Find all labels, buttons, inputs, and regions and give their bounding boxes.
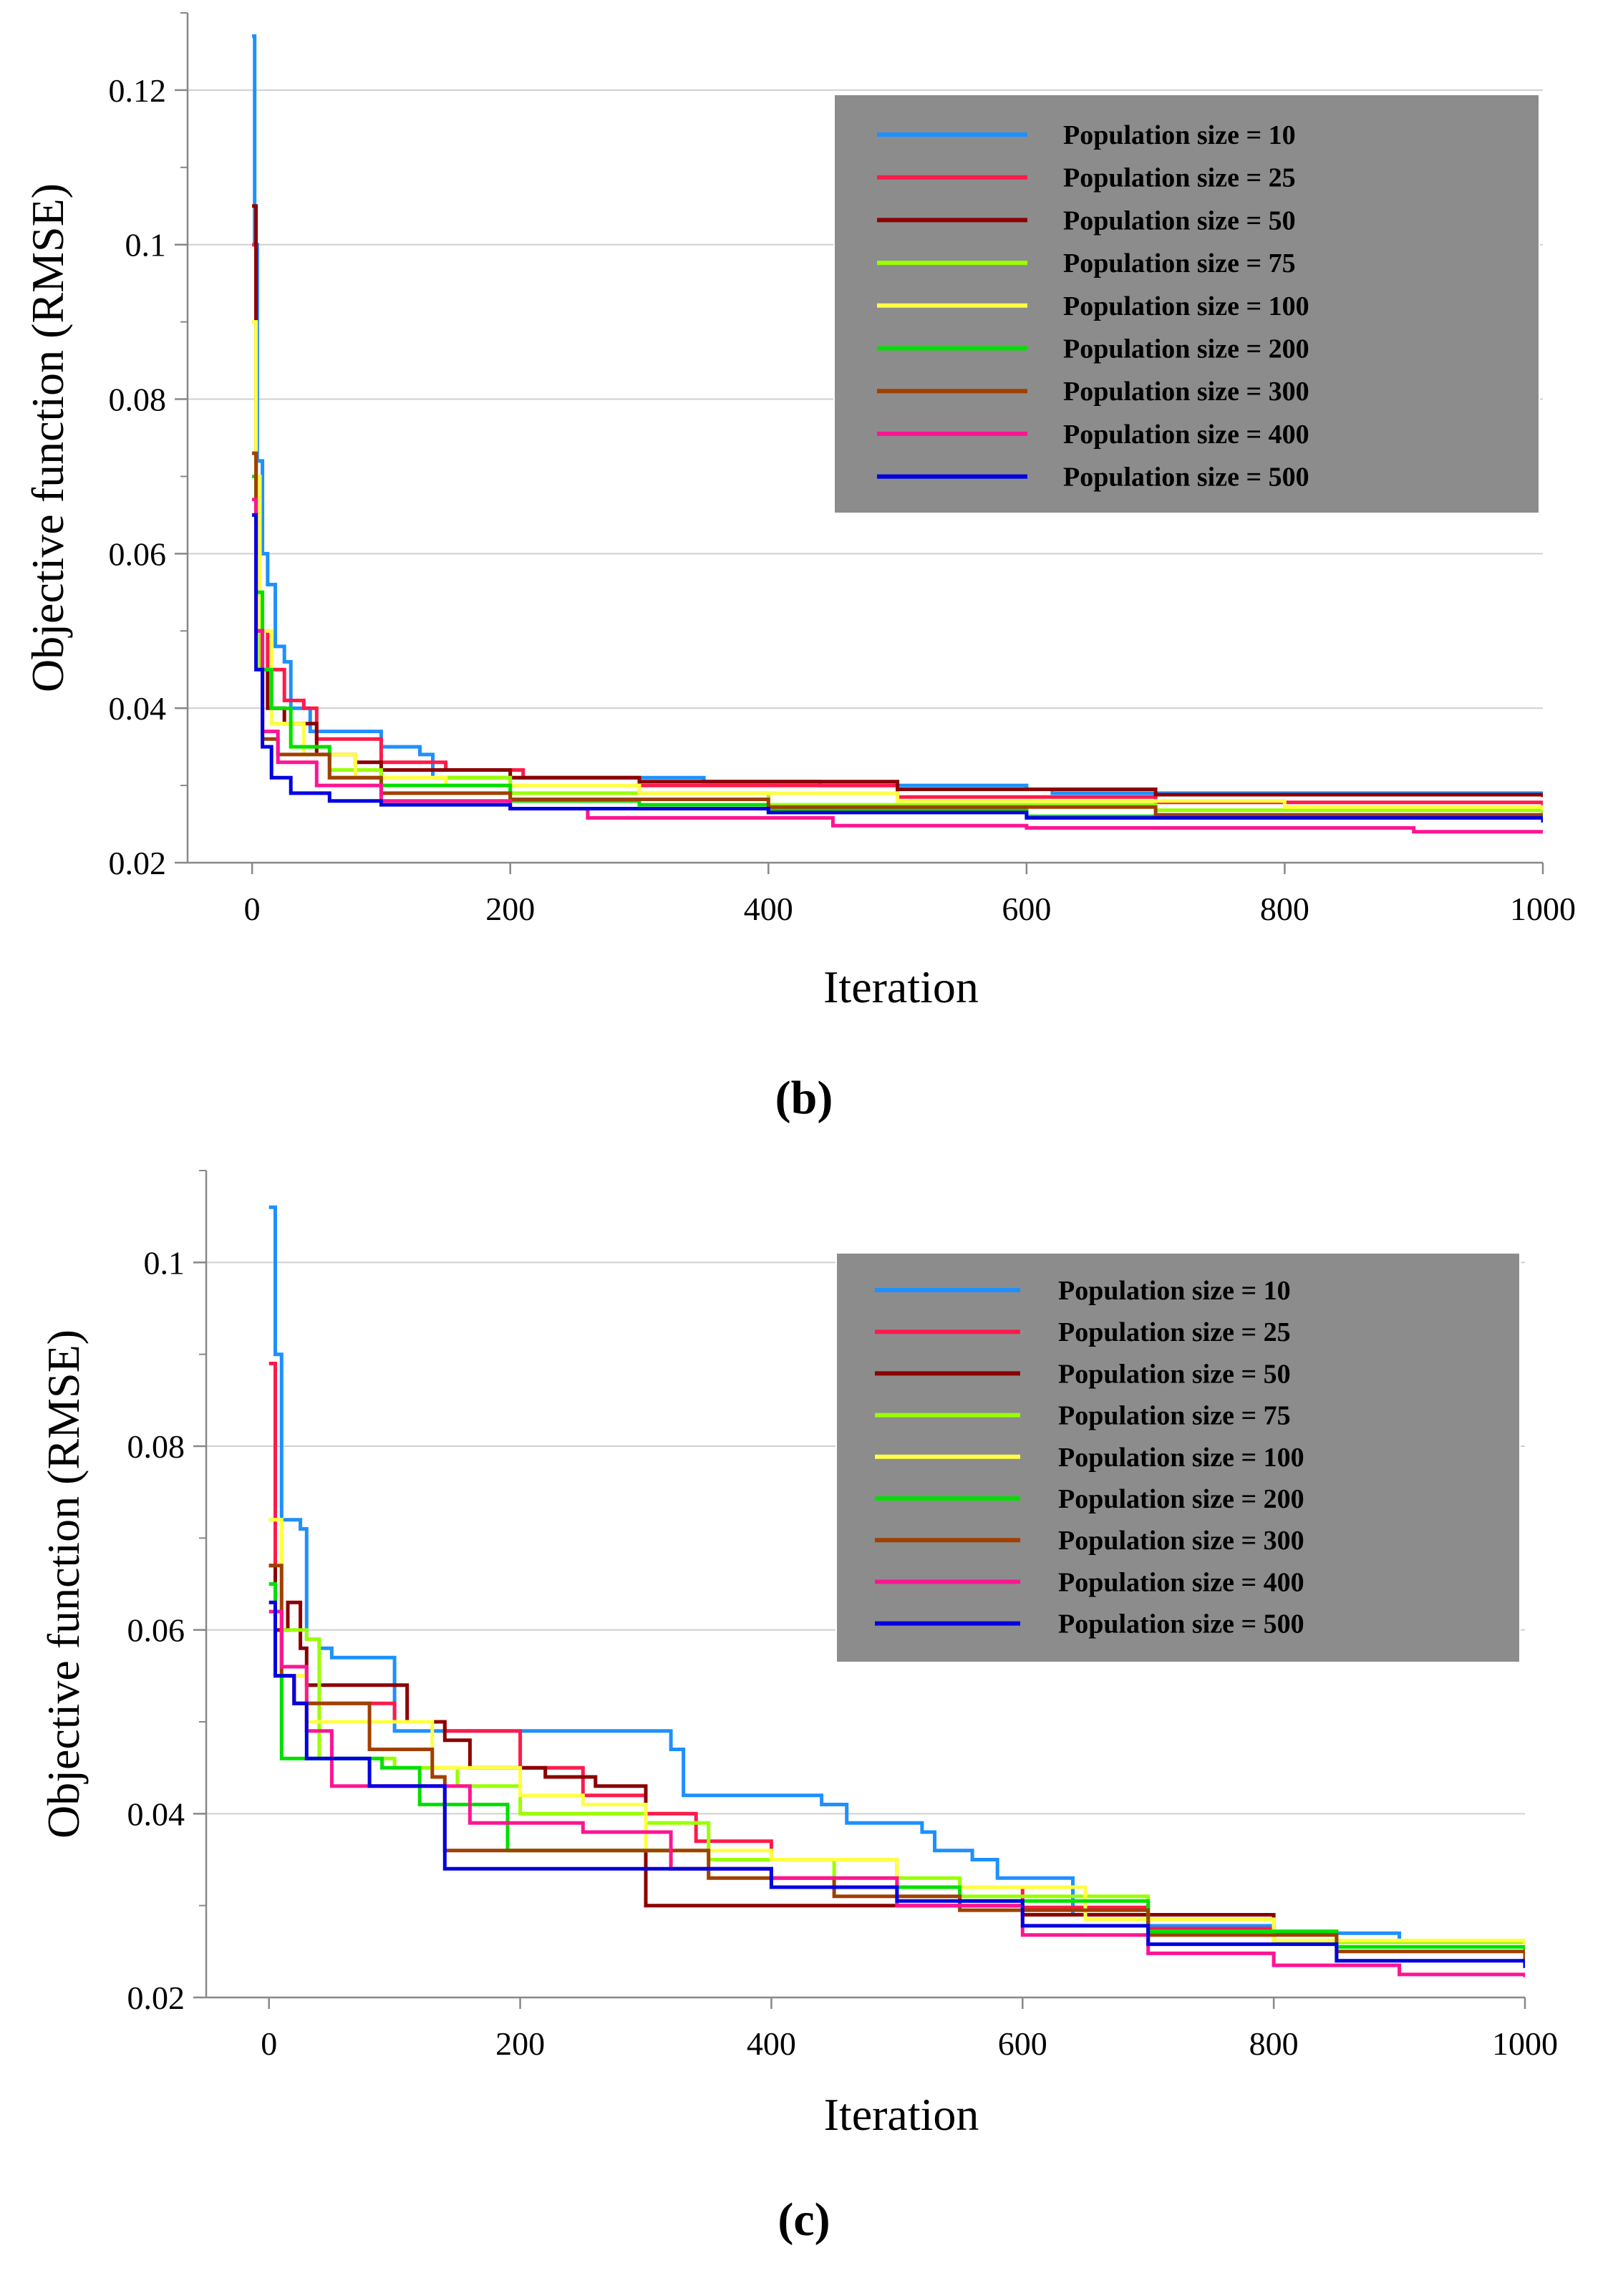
legend-label: Population size = 10 xyxy=(1063,120,1296,150)
legend-label: Population size = 400 xyxy=(1063,420,1309,450)
y-axis-label: Objective function (RMSE) xyxy=(22,183,73,692)
x-tick-label: 1000 xyxy=(1492,2025,1558,2062)
series-group xyxy=(268,1205,1525,1977)
legend-label: Population size = 200 xyxy=(1063,334,1309,364)
legend: Population size = 10 Population size = 25… xyxy=(836,1252,1521,1663)
panel-caption: (b) xyxy=(775,1072,833,1124)
legend-label: Population size = 100 xyxy=(1063,291,1309,321)
legend-label: Population size = 400 xyxy=(1058,1567,1304,1597)
legend-label: Population size = 300 xyxy=(1063,377,1309,407)
x-tick-label: 1000 xyxy=(1510,891,1576,927)
legend-label: Population size = 75 xyxy=(1063,248,1296,278)
x-tick-label: 0 xyxy=(244,891,261,927)
legend-label: Population size = 25 xyxy=(1063,163,1296,193)
legend: Population size = 10 Population size = 25… xyxy=(833,94,1540,514)
legend-label: Population size = 50 xyxy=(1058,1359,1291,1389)
x-tick-label: 400 xyxy=(744,891,793,927)
panel-caption: (c) xyxy=(778,2194,830,2246)
y-tick-label: 0.1 xyxy=(125,227,167,263)
series-line-8 xyxy=(268,1609,1525,1977)
legend-label: Population size = 300 xyxy=(1058,1526,1304,1556)
x-axis-label: Iteration xyxy=(824,2089,979,2140)
legend-label: Population size = 75 xyxy=(1058,1401,1291,1431)
y-axis-label: Objective function (RMSE) xyxy=(38,1329,89,1839)
y-tick-label: 0.04 xyxy=(127,1796,185,1832)
legend-label: Population size = 10 xyxy=(1058,1276,1291,1306)
y-tick-label: 0.06 xyxy=(127,1612,185,1649)
series-line-1 xyxy=(252,34,1543,798)
y-tick-label: 0.04 xyxy=(109,690,167,727)
x-tick-label: 0 xyxy=(261,2025,277,2062)
legend-label: Population size = 25 xyxy=(1058,1317,1291,1347)
chart-panel-b: 0.02 0.04 0.06 0.08 0.1 0.12 0 200 400 600 800 1000… xyxy=(22,12,1576,1124)
x-tick-label: 200 xyxy=(485,891,535,927)
series-line-9 xyxy=(252,513,1543,823)
legend-label: Population size = 500 xyxy=(1063,462,1309,493)
y-tick-label: 0.1 xyxy=(144,1244,185,1281)
x-tick-label: 800 xyxy=(1249,2025,1299,2062)
x-tick-label: 600 xyxy=(998,2025,1047,2062)
y-tick-label: 0.02 xyxy=(109,845,167,881)
legend-label: Population size = 100 xyxy=(1058,1443,1304,1473)
x-tick-label: 600 xyxy=(1002,891,1051,927)
x-tick-label: 800 xyxy=(1260,891,1309,927)
y-tick-label: 0.08 xyxy=(109,382,167,418)
legend-label: Population size = 500 xyxy=(1058,1609,1304,1639)
x-axis-label: Iteration xyxy=(823,961,979,1012)
legend-label: Population size = 200 xyxy=(1058,1484,1304,1514)
y-tick-label: 0.08 xyxy=(127,1428,185,1465)
series-group xyxy=(252,34,1543,834)
y-tick-label: 0.12 xyxy=(109,72,167,109)
series-line-9 xyxy=(268,1600,1525,1968)
y-tick-label: 0.02 xyxy=(127,1980,185,2016)
legend-label: Population size = 50 xyxy=(1063,205,1296,236)
chart-panel-c: 0.02 0.04 0.06 0.08 0.1 0 200 400 600 800 1000 Iter… xyxy=(38,1170,1558,2246)
x-tick-label: 200 xyxy=(495,2025,545,2062)
y-tick-label: 0.06 xyxy=(109,536,167,572)
x-tick-label: 400 xyxy=(747,2025,796,2062)
